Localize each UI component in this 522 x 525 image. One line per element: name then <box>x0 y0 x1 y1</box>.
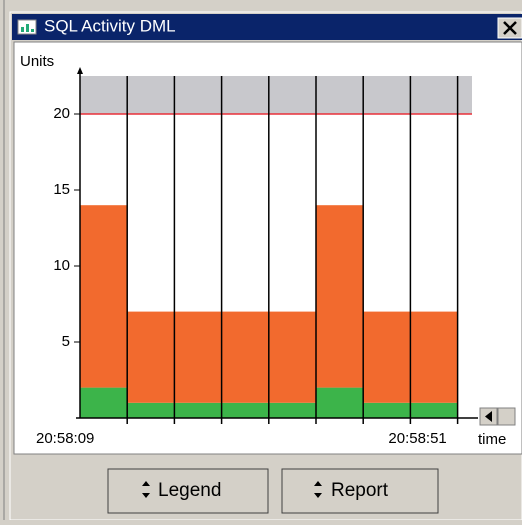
bar-segment <box>221 311 269 403</box>
window-title: SQL Activity DML <box>44 16 176 35</box>
threshold-band <box>80 76 472 114</box>
y-axis-arrow <box>77 67 83 74</box>
bar-segment <box>268 311 316 403</box>
x-tick-label: 20:58:09 <box>36 430 94 447</box>
bar-segment <box>410 311 458 403</box>
bar-segment <box>174 311 222 403</box>
report-button-label: Report <box>331 480 389 501</box>
bar-segment <box>316 387 364 418</box>
bar-segment <box>363 311 411 403</box>
legend-button-icon <box>142 481 150 498</box>
close-icon <box>503 21 517 35</box>
bar-segment <box>80 387 128 418</box>
scroll-left-icon <box>485 411 492 422</box>
bar-segment <box>127 311 175 403</box>
x-tick-label: 20:58:51 <box>388 430 446 447</box>
bar-segment <box>316 205 364 388</box>
bar-segment <box>127 402 175 418</box>
bar-segment <box>410 402 458 418</box>
y-axis-label: Units <box>20 53 54 70</box>
x-axis-label: time <box>478 431 506 448</box>
report-button[interactable] <box>281 468 439 514</box>
bar-segment <box>268 402 316 418</box>
window-icon-bar <box>31 29 34 32</box>
y-tick-label: 20 <box>53 105 70 122</box>
report-button-icon <box>314 481 322 498</box>
bar-segment <box>221 402 269 418</box>
scroll-right[interactable] <box>497 407 516 426</box>
bar-segment <box>363 402 411 418</box>
legend-button[interactable] <box>107 468 269 514</box>
window-icon-bar <box>21 27 24 32</box>
bar-segment <box>80 205 128 388</box>
y-tick-label: 10 <box>53 257 70 274</box>
bar-segment <box>174 402 222 418</box>
legend-button-label: Legend <box>158 480 221 501</box>
window-icon-bar <box>26 24 29 32</box>
plot: 5 10 15 20 20:58:09 20:58:51 <box>36 67 478 447</box>
title-bar <box>12 14 522 40</box>
y-tick-label: 5 <box>62 333 70 350</box>
y-tick-label: 15 <box>53 181 70 198</box>
